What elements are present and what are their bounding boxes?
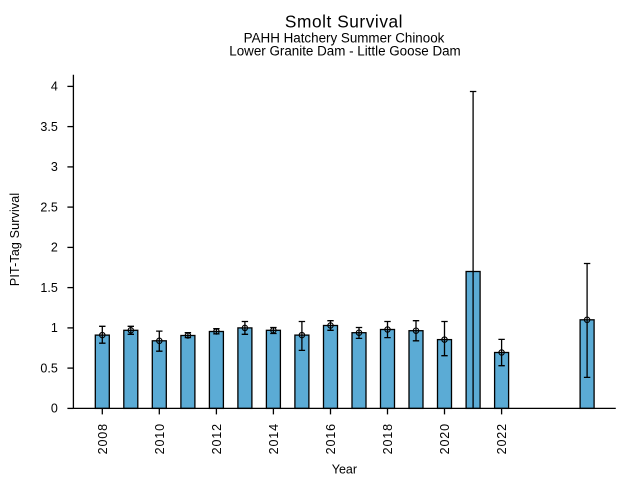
svg-text:2008: 2008 xyxy=(96,423,110,454)
svg-text:Smolt Survival: Smolt Survival xyxy=(285,11,403,31)
svg-text:2012: 2012 xyxy=(210,423,224,454)
svg-text:2.5: 2.5 xyxy=(40,200,57,214)
svg-text:Year: Year xyxy=(332,463,357,477)
svg-text:2020: 2020 xyxy=(438,423,452,454)
svg-text:2010: 2010 xyxy=(153,423,167,454)
svg-text:2016: 2016 xyxy=(324,423,338,454)
svg-text:1: 1 xyxy=(51,321,58,335)
svg-text:3: 3 xyxy=(51,160,58,174)
svg-text:1.5: 1.5 xyxy=(40,281,57,295)
svg-text:0.5: 0.5 xyxy=(40,361,57,375)
svg-text:4: 4 xyxy=(51,80,58,94)
svg-text:2: 2 xyxy=(51,241,58,255)
svg-text:2018: 2018 xyxy=(381,423,395,454)
svg-text:2014: 2014 xyxy=(267,423,281,454)
svg-text:0: 0 xyxy=(51,402,58,416)
svg-text:Lower Granite Dam - Little Goo: Lower Granite Dam - Little Goose Dam xyxy=(229,43,460,58)
svg-text:2022: 2022 xyxy=(495,423,509,454)
svg-text:PIT-Tag Survival: PIT-Tag Survival xyxy=(8,193,22,286)
svg-text:3.5: 3.5 xyxy=(40,120,57,134)
svg-text:PAHH Hatchery Summer Chinook: PAHH Hatchery Summer Chinook xyxy=(244,30,445,45)
